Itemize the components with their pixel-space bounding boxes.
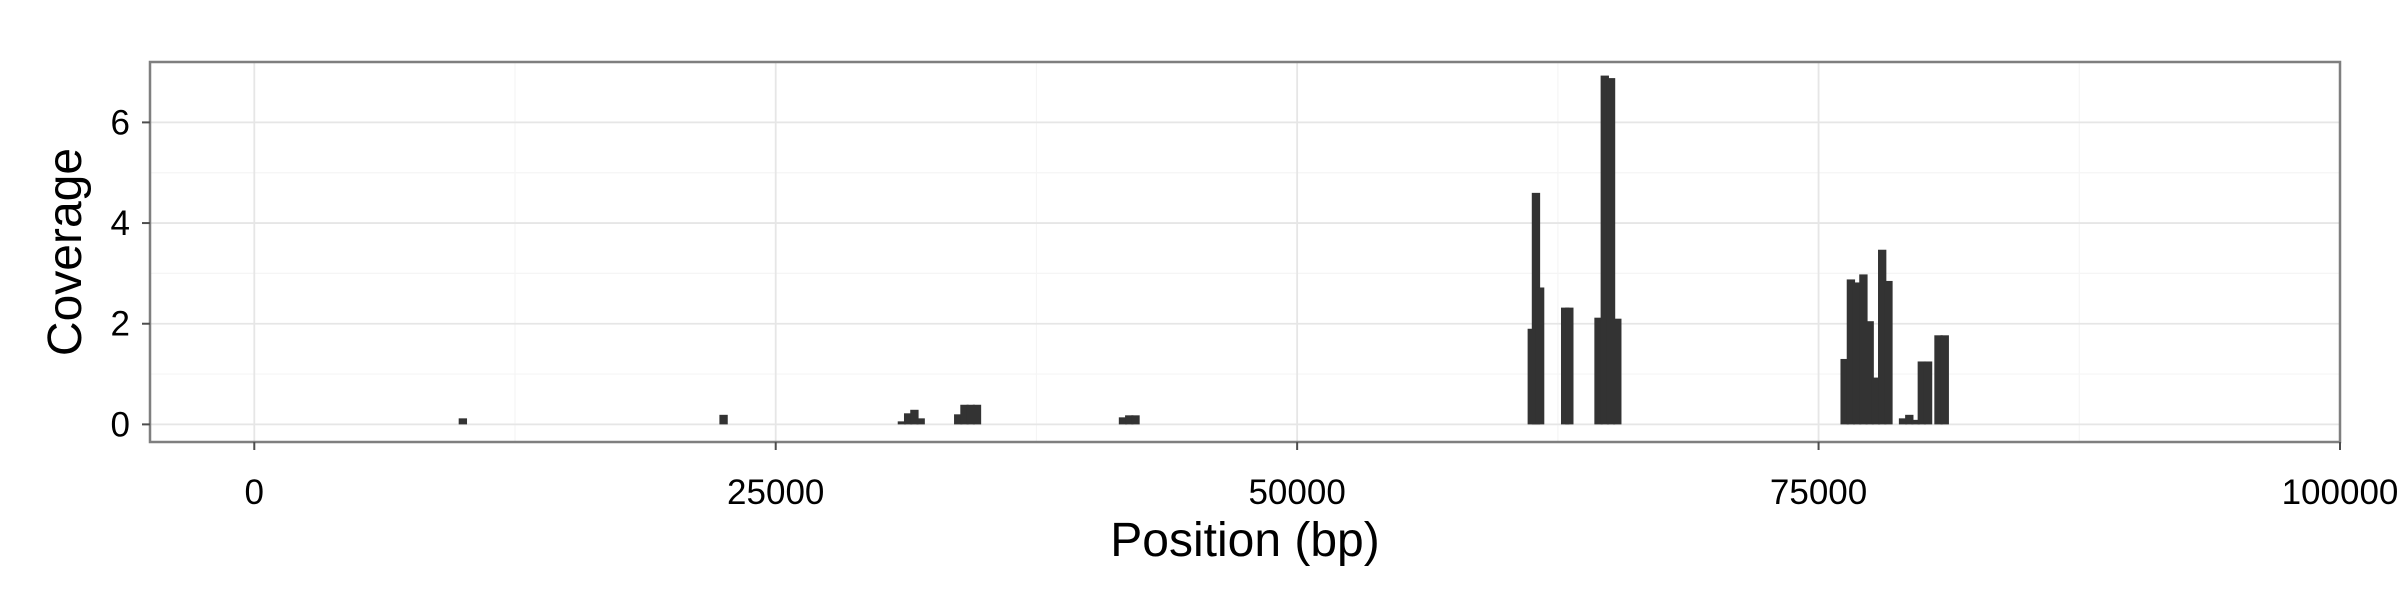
coverage-bar [897, 421, 907, 425]
coverage-bar [1923, 361, 1933, 425]
coverage-bar [916, 418, 925, 425]
panel-border [148, 60, 2342, 444]
coverage-bar [972, 404, 982, 425]
y-tick-label: 4 [111, 204, 130, 243]
x-tick-label: 0 [245, 473, 264, 512]
coverage-bar [910, 409, 919, 425]
coverage-bar [1865, 321, 1874, 425]
coverage-bar [1934, 335, 1943, 425]
coverage-bar [1125, 415, 1134, 425]
coverage-bar [1846, 279, 1856, 425]
coverage-bar [960, 404, 969, 425]
coverage-bar [1911, 419, 1920, 425]
x-tick-label: 75000 [1770, 473, 1867, 512]
coverage-bar [1884, 280, 1893, 425]
coverage-bar [1898, 418, 1908, 425]
coverage-bar [1852, 282, 1862, 425]
coverage-bar [966, 404, 975, 425]
coverage-bar [1118, 417, 1128, 425]
y-tick-label: 0 [111, 405, 130, 444]
coverage-bar [1613, 318, 1622, 425]
bars [458, 75, 1949, 425]
coverage-bar [719, 414, 728, 425]
coverage-bar [1594, 317, 1603, 425]
coverage-bar [903, 413, 913, 425]
x-tick-label: 50000 [1248, 473, 1345, 512]
coverage-bar [1565, 307, 1574, 425]
coverage-bar [1871, 377, 1881, 425]
coverage-bar [1535, 287, 1545, 425]
coverage-bar [1917, 361, 1926, 425]
coverage-bar [1600, 75, 1609, 425]
coverage-bar [1606, 78, 1616, 425]
coverage-bar [1859, 274, 1868, 425]
coverage-bar [1878, 249, 1887, 425]
grid [150, 62, 2341, 442]
coverage-bar [1527, 328, 1536, 425]
y-tick-label: 2 [111, 305, 130, 344]
coverage-bar [1840, 358, 1849, 425]
x-tick-label: 100000 [2282, 473, 2399, 512]
axes: 0 25000 50000 75000 100000 0 2 4 6 [111, 103, 2399, 512]
coverage-bar [458, 418, 468, 425]
x-axis-title: Position (bp) [1110, 514, 1379, 567]
coverage-bar [1940, 335, 1949, 425]
coverage-bar [1131, 415, 1140, 425]
y-axis-title: Coverage [39, 148, 92, 356]
y-tick-label: 6 [111, 103, 130, 142]
x-tick-label: 25000 [727, 473, 824, 512]
coverage-bar [954, 414, 963, 425]
coverage-bar [1905, 414, 1914, 425]
